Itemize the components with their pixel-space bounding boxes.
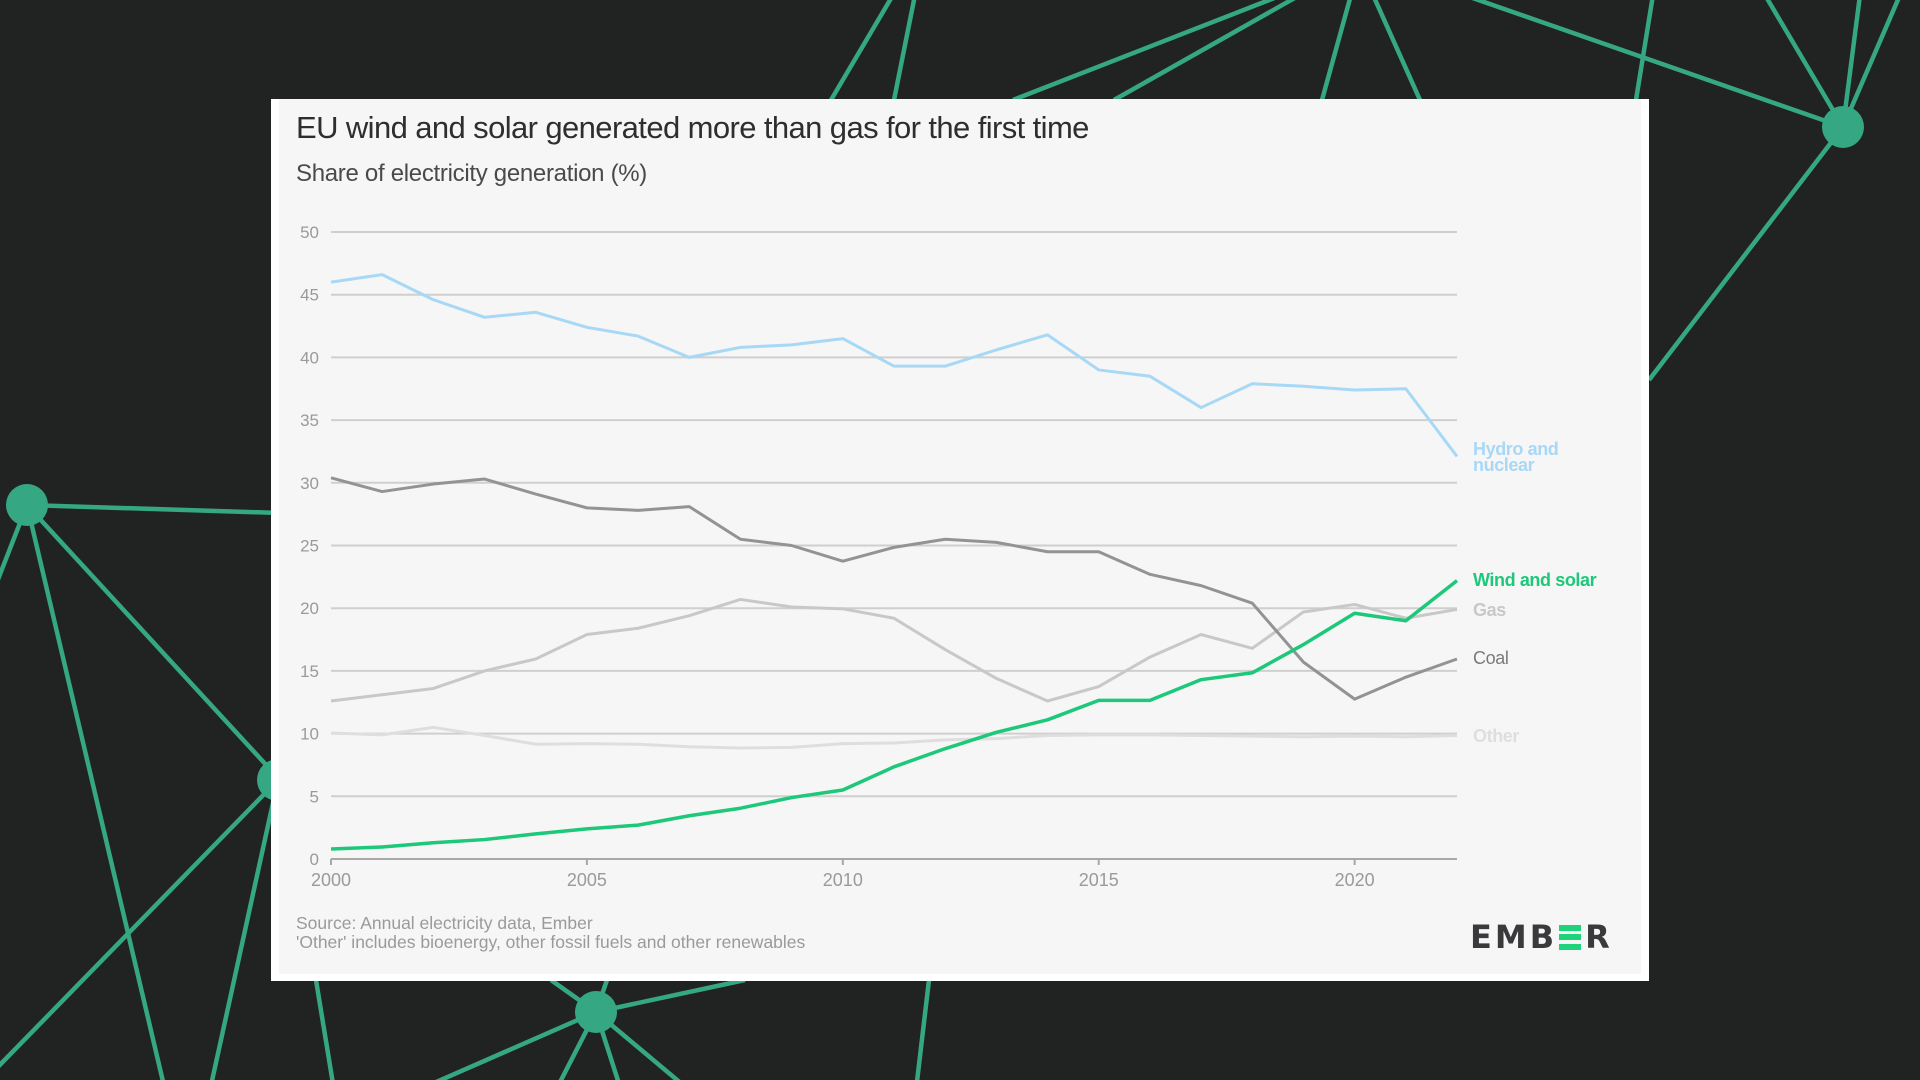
y-tick-label: 5 [310, 787, 319, 806]
source-note: Source: Annual electricity data, Ember [296, 913, 593, 933]
y-tick-label: 25 [300, 537, 319, 556]
network-edge [1633, 0, 1655, 101]
logo-green-e-icon [1559, 924, 1582, 950]
x-tick-label: 2015 [1079, 870, 1119, 890]
y-tick-label: 10 [300, 725, 319, 744]
network-edge [26, 502, 281, 516]
x-tick-label: 2020 [1335, 870, 1375, 890]
series-label-line: Wind and solar [1473, 570, 1597, 590]
network-edge [1372, 0, 1423, 101]
network-edge [1647, 125, 1845, 382]
chart-title: EU wind and solar generated more than ga… [296, 110, 1089, 145]
network-edge [1112, 0, 1296, 102]
series-label-gas: Gas [1473, 600, 1506, 620]
x-tick-label: 2010 [823, 870, 863, 890]
network-edge [829, 0, 893, 102]
network-edge [24, 504, 165, 1080]
y-tick-label: 35 [300, 411, 319, 430]
chart-subtitle: Share of electricity generation (%) [296, 160, 648, 187]
chart-card-panel [279, 99, 1641, 974]
logo-text-start: EMB [1470, 918, 1558, 956]
network-edge [435, 1009, 597, 1080]
series-label-line: nuclear [1473, 455, 1535, 475]
network-edge [1840, 0, 1862, 128]
y-tick-label: 50 [300, 223, 319, 242]
x-tick-label: 2000 [311, 870, 351, 890]
y-tick-label: 0 [310, 850, 319, 869]
other-definition-note: 'Other' includes bioenergy, other fossil… [296, 932, 806, 952]
x-tick-label: 2005 [567, 870, 607, 890]
y-tick-label: 40 [300, 348, 319, 367]
network-edge [1471, 0, 1844, 130]
ember-logo: EMB R [1470, 918, 1613, 956]
series-label-other: Other [1473, 726, 1519, 746]
series-label-wind-and-solar: Wind and solar [1473, 570, 1597, 590]
network-edge [25, 503, 282, 782]
y-tick-label: 15 [300, 662, 319, 681]
network-node-icon [6, 484, 48, 526]
network-node-icon [575, 991, 617, 1033]
network-edge [595, 977, 746, 1015]
network-edge [0, 778, 280, 1068]
chart-footnote: Source: Annual electricity data, Ember '… [296, 914, 805, 952]
logo-text-end: R [1585, 918, 1613, 956]
network-edge [1319, 0, 1352, 101]
series-label-line: Hydro and [1473, 439, 1558, 459]
network-edge [1765, 0, 1845, 129]
series-label-line: Gas [1473, 600, 1506, 620]
network-edge [209, 779, 281, 1080]
series-line-coal [330, 476, 1458, 701]
network-edge [891, 0, 917, 101]
series-line-wind-and-solar [330, 579, 1459, 851]
network-edge [313, 979, 335, 1080]
y-tick-label: 30 [300, 474, 319, 493]
network-node-icon [1822, 106, 1864, 148]
series-label-line: Coal [1473, 648, 1508, 668]
y-tick-label: 20 [300, 599, 319, 618]
network-edge [1840, 0, 1901, 128]
series-label-line: Other [1473, 726, 1519, 746]
series-line-other [330, 725, 1458, 750]
series-line-gas [330, 597, 1458, 703]
series-line-hydro-and-nuclear [330, 273, 1459, 458]
y-tick-label: 45 [300, 286, 319, 305]
series-label-coal: Coal [1473, 648, 1508, 668]
series-label-hydro-and-nuclear: Hydro and nuclear [1473, 439, 1558, 475]
network-edge [1012, 0, 1276, 103]
network-edge [914, 979, 932, 1080]
